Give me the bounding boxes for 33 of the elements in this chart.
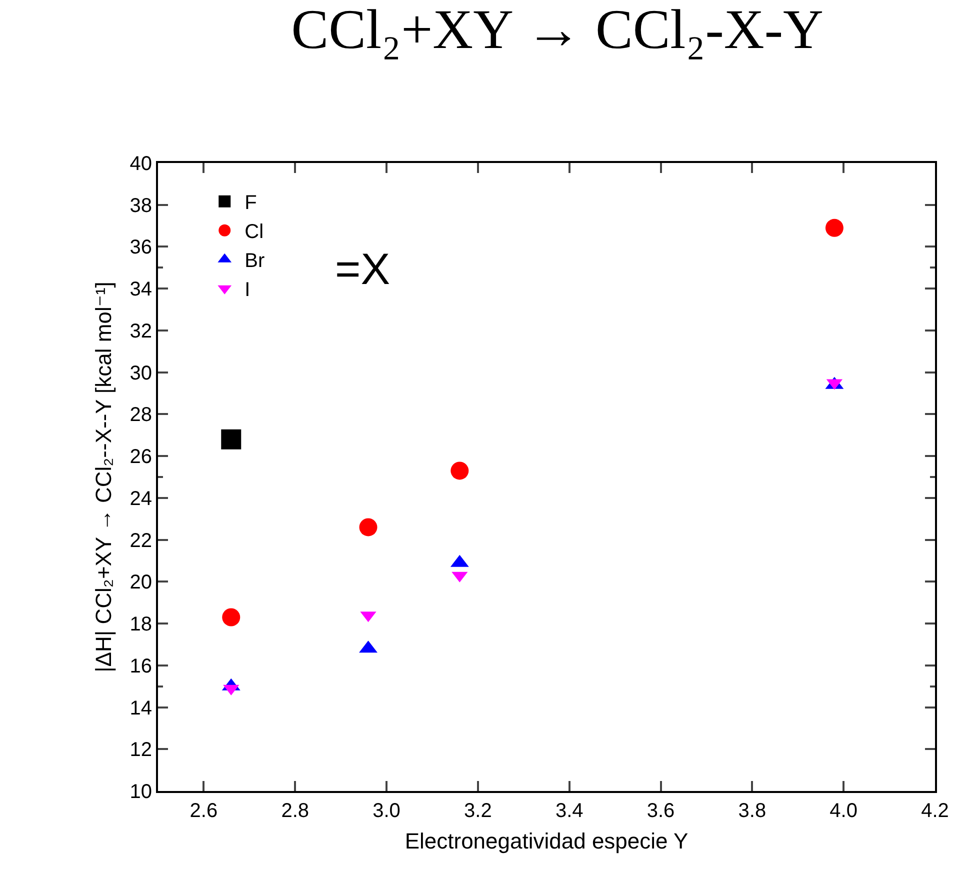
x-tick-label: 3.6 [646,800,675,822]
y-tick-label: 22 [130,530,152,552]
annotation: =X [335,245,390,294]
y-tick-label: 12 [130,739,152,762]
legend-label: I [244,279,250,302]
chart-title: CCl₂+XY → CCl₂-X-Y [291,0,824,62]
x-tick-label: 3.0 [372,800,400,822]
y-tick-label: 32 [130,320,152,342]
y-tick-label: 34 [130,278,152,301]
y-tick-label: 36 [130,236,152,259]
legend-label: F [244,192,257,214]
y-tick-label: 24 [130,488,152,510]
x-tick-label: 2.6 [190,800,218,822]
y-tick-label: 14 [130,697,152,720]
x-tick-label: 4.2 [921,800,949,822]
y-axis-title: |ΔH| CCl₂+XY → CCl₂--X--Y [kcal mol⁻¹] [91,282,116,672]
y-tick-label: 30 [130,362,152,384]
x-tick-label: 4.0 [830,800,858,822]
x-tick-label: 3.4 [555,800,584,822]
y-tick-label: 38 [130,194,152,217]
y-tick-label: 28 [130,404,152,426]
y-tick-label: 16 [130,655,152,678]
x-axis-title: Electronegatividad especie Y [404,828,688,854]
x-tick-label: 3.2 [464,800,492,822]
y-tick-label: 10 [130,781,152,803]
legend-label: Cl [244,221,264,244]
legend-label: Br [244,250,265,272]
x-tick-label: 3.8 [738,800,766,822]
y-tick-label: 40 [130,153,152,175]
y-tick-label: 26 [130,446,152,468]
x-tick-label: 2.8 [281,800,310,822]
y-tick-label: 20 [130,572,152,594]
y-tick-label: 18 [130,614,152,636]
